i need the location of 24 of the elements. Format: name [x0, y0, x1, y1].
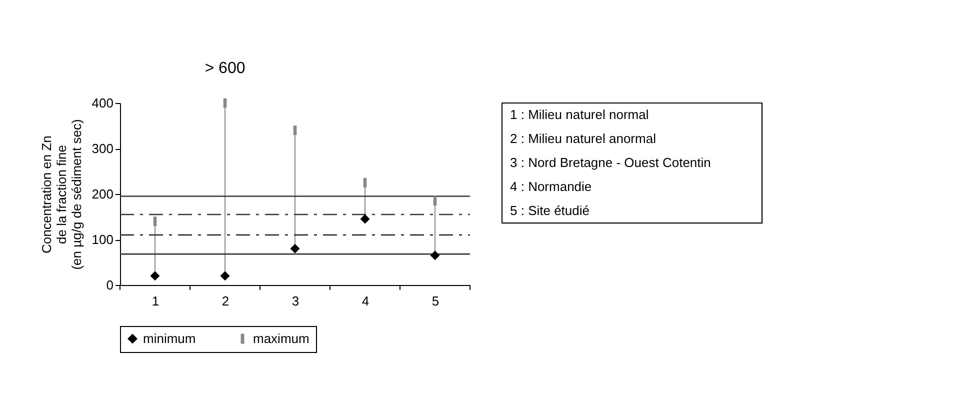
y-tick-label: 0 [106, 278, 114, 292]
x-tick-label: 3 [292, 294, 300, 308]
x-tick-label: 4 [362, 294, 370, 308]
y-tick-label: 100 [92, 232, 114, 247]
annotation: > 600 [204, 60, 246, 77]
text: 1 : Milieu naturel normal [510, 107, 649, 122]
y-axis-title: Concentration en Zn de la fraction fine (en µg/g de sédiment sec) [38, 119, 84, 270]
legend-label: minimum [143, 330, 196, 346]
point [430, 250, 440, 260]
x-tick-label: 2 [222, 294, 230, 308]
text: 2 : Milieu naturel anormal [510, 131, 656, 146]
point [360, 214, 370, 224]
legend-label: maximum [253, 330, 310, 346]
text: 3 : Nord Bretagne - Ouest Cotentin [510, 155, 711, 170]
y-tick-label: 300 [92, 141, 114, 156]
y-tick-label: 200 [92, 186, 114, 202]
x-tick-label: 1 [152, 294, 160, 308]
x-tick-label: 5 [432, 294, 440, 308]
text: 4 : Normandie [510, 179, 592, 194]
text: 5 : Site étudié [510, 203, 590, 218]
y-tick-label: 400 [92, 96, 114, 110]
point [290, 244, 300, 254]
point [220, 271, 230, 281]
point [150, 271, 160, 281]
